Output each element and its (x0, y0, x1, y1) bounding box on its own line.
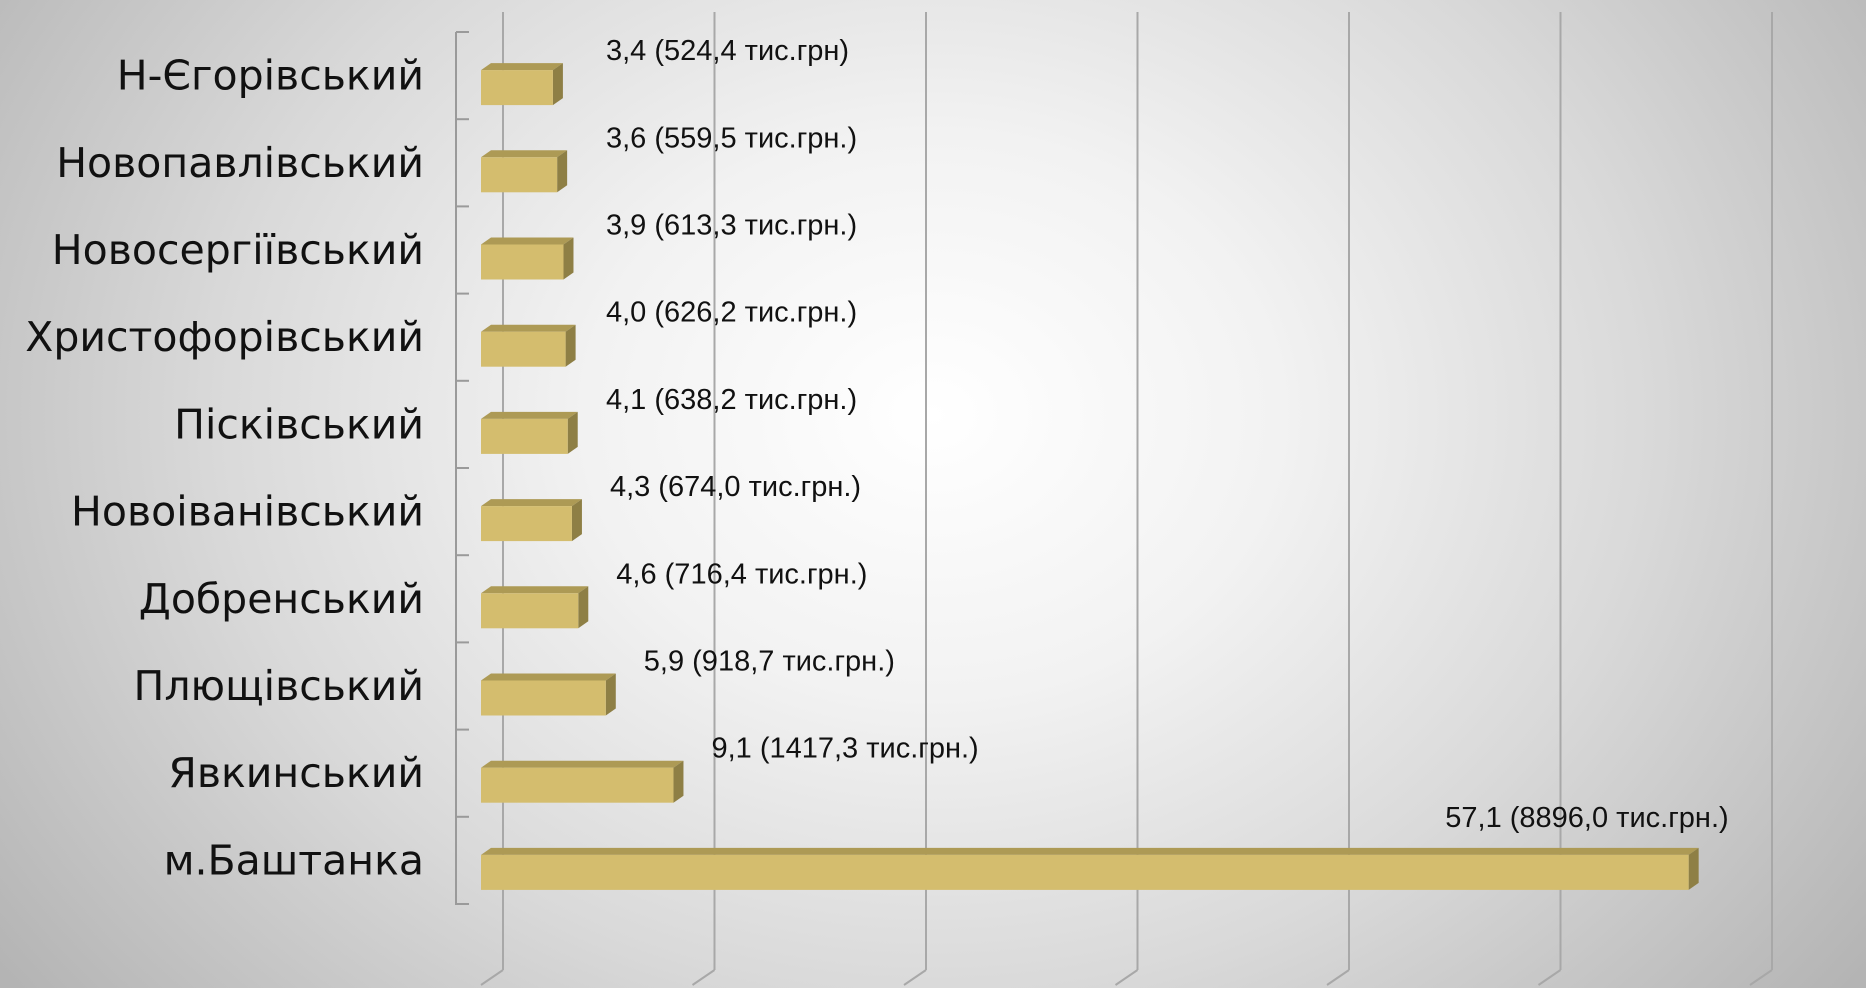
bar-top-face (481, 324, 576, 332)
bar-8 (481, 673, 616, 716)
gridline-floor-60 (1749, 969, 1773, 986)
bar-top-face (481, 63, 563, 71)
category-label: Плющівський (134, 662, 424, 710)
bar-top-face (481, 847, 1699, 855)
bar-9 (481, 760, 684, 803)
gridline-floor-10 (691, 969, 716, 986)
category-label: Новоіванівський (71, 488, 424, 536)
data-label: 3,4 (524,4 тис.грн) (606, 35, 849, 67)
bar-top-face (481, 586, 589, 594)
bar-top-face (481, 673, 616, 681)
category-label: Явкинський (168, 749, 424, 797)
data-label: 5,9 (918,7 тис.грн.) (644, 646, 895, 678)
bar-side-face (578, 586, 589, 629)
data-label: 4,3 (674,0 тис.грн.) (610, 471, 861, 503)
data-label: 9,1 (1417,3 тис.грн.) (711, 733, 978, 765)
gridlines (480, 12, 1773, 986)
bar-top-face (481, 150, 568, 158)
data-label: 3,9 (613,3 тис.грн.) (606, 210, 857, 242)
bar-side-face (1688, 847, 1699, 890)
bar-3 (481, 237, 574, 280)
data-label: 4,0 (626,2 тис.грн.) (606, 297, 857, 329)
gridline-floor-50 (1537, 969, 1562, 986)
bar-side-face (571, 499, 582, 542)
data-label: 57,1 (8896,0 тис.грн.) (1445, 802, 1728, 834)
bar-side-face (563, 237, 574, 280)
category-axis (455, 31, 469, 905)
gridline-floor-20 (903, 969, 927, 986)
bar-front-face (481, 680, 606, 716)
bar-7 (481, 586, 589, 629)
gridline-floor-0 (480, 969, 504, 986)
bar-1 (481, 63, 563, 106)
bar-front-face (481, 767, 674, 803)
category-label: Пісківський (174, 400, 424, 448)
bar-front-face (481, 70, 553, 106)
bar-top-face (481, 760, 684, 768)
category-label: Новосергіївський (52, 226, 424, 274)
data-label: 4,6 (716,4 тис.грн.) (616, 558, 867, 590)
category-label: Христофорівський (25, 313, 424, 361)
category-label: Н-Єгорівський (117, 52, 424, 100)
data-label: 3,6 (559,5 тис.грн.) (606, 122, 857, 154)
bar-side-face (673, 760, 684, 803)
bar-5 (481, 411, 578, 454)
bar-front-face (481, 157, 558, 193)
bar-side-face (567, 411, 578, 454)
bar-side-face (552, 63, 563, 106)
data-labels: 3,4 (524,4 тис.грн) 3,6 (559,5 тис.грн.) 3… (606, 35, 1729, 834)
bar-side-face (605, 673, 616, 716)
bar-6 (481, 499, 582, 542)
bar-front-face (481, 506, 572, 542)
bar-2 (481, 150, 568, 193)
bar-front-face (481, 593, 579, 629)
gridline-floor-40 (1326, 969, 1350, 986)
bar-top-face (481, 499, 582, 507)
bar-side-face (557, 150, 568, 193)
bar-4 (481, 324, 576, 367)
data-label: 4,1 (638,2 тис.грн.) (606, 384, 857, 416)
category-label: Новопавлівський (56, 139, 424, 187)
category-labels: Н-Єгорівський Новопавлівський Новосергіївс… (25, 52, 424, 885)
bar-10 (481, 847, 1699, 890)
bar-side-face (565, 324, 576, 367)
bar-front-face (481, 418, 568, 454)
bar-front-face (481, 244, 564, 280)
bar-front-face (481, 854, 1689, 890)
bars (481, 63, 1699, 890)
bar-front-face (481, 331, 566, 367)
bar-top-face (481, 411, 578, 419)
gridline-floor-30 (1114, 969, 1139, 986)
category-label: м.Баштанка (164, 836, 424, 884)
category-label: Добренський (139, 575, 424, 623)
bar-top-face (481, 237, 574, 245)
